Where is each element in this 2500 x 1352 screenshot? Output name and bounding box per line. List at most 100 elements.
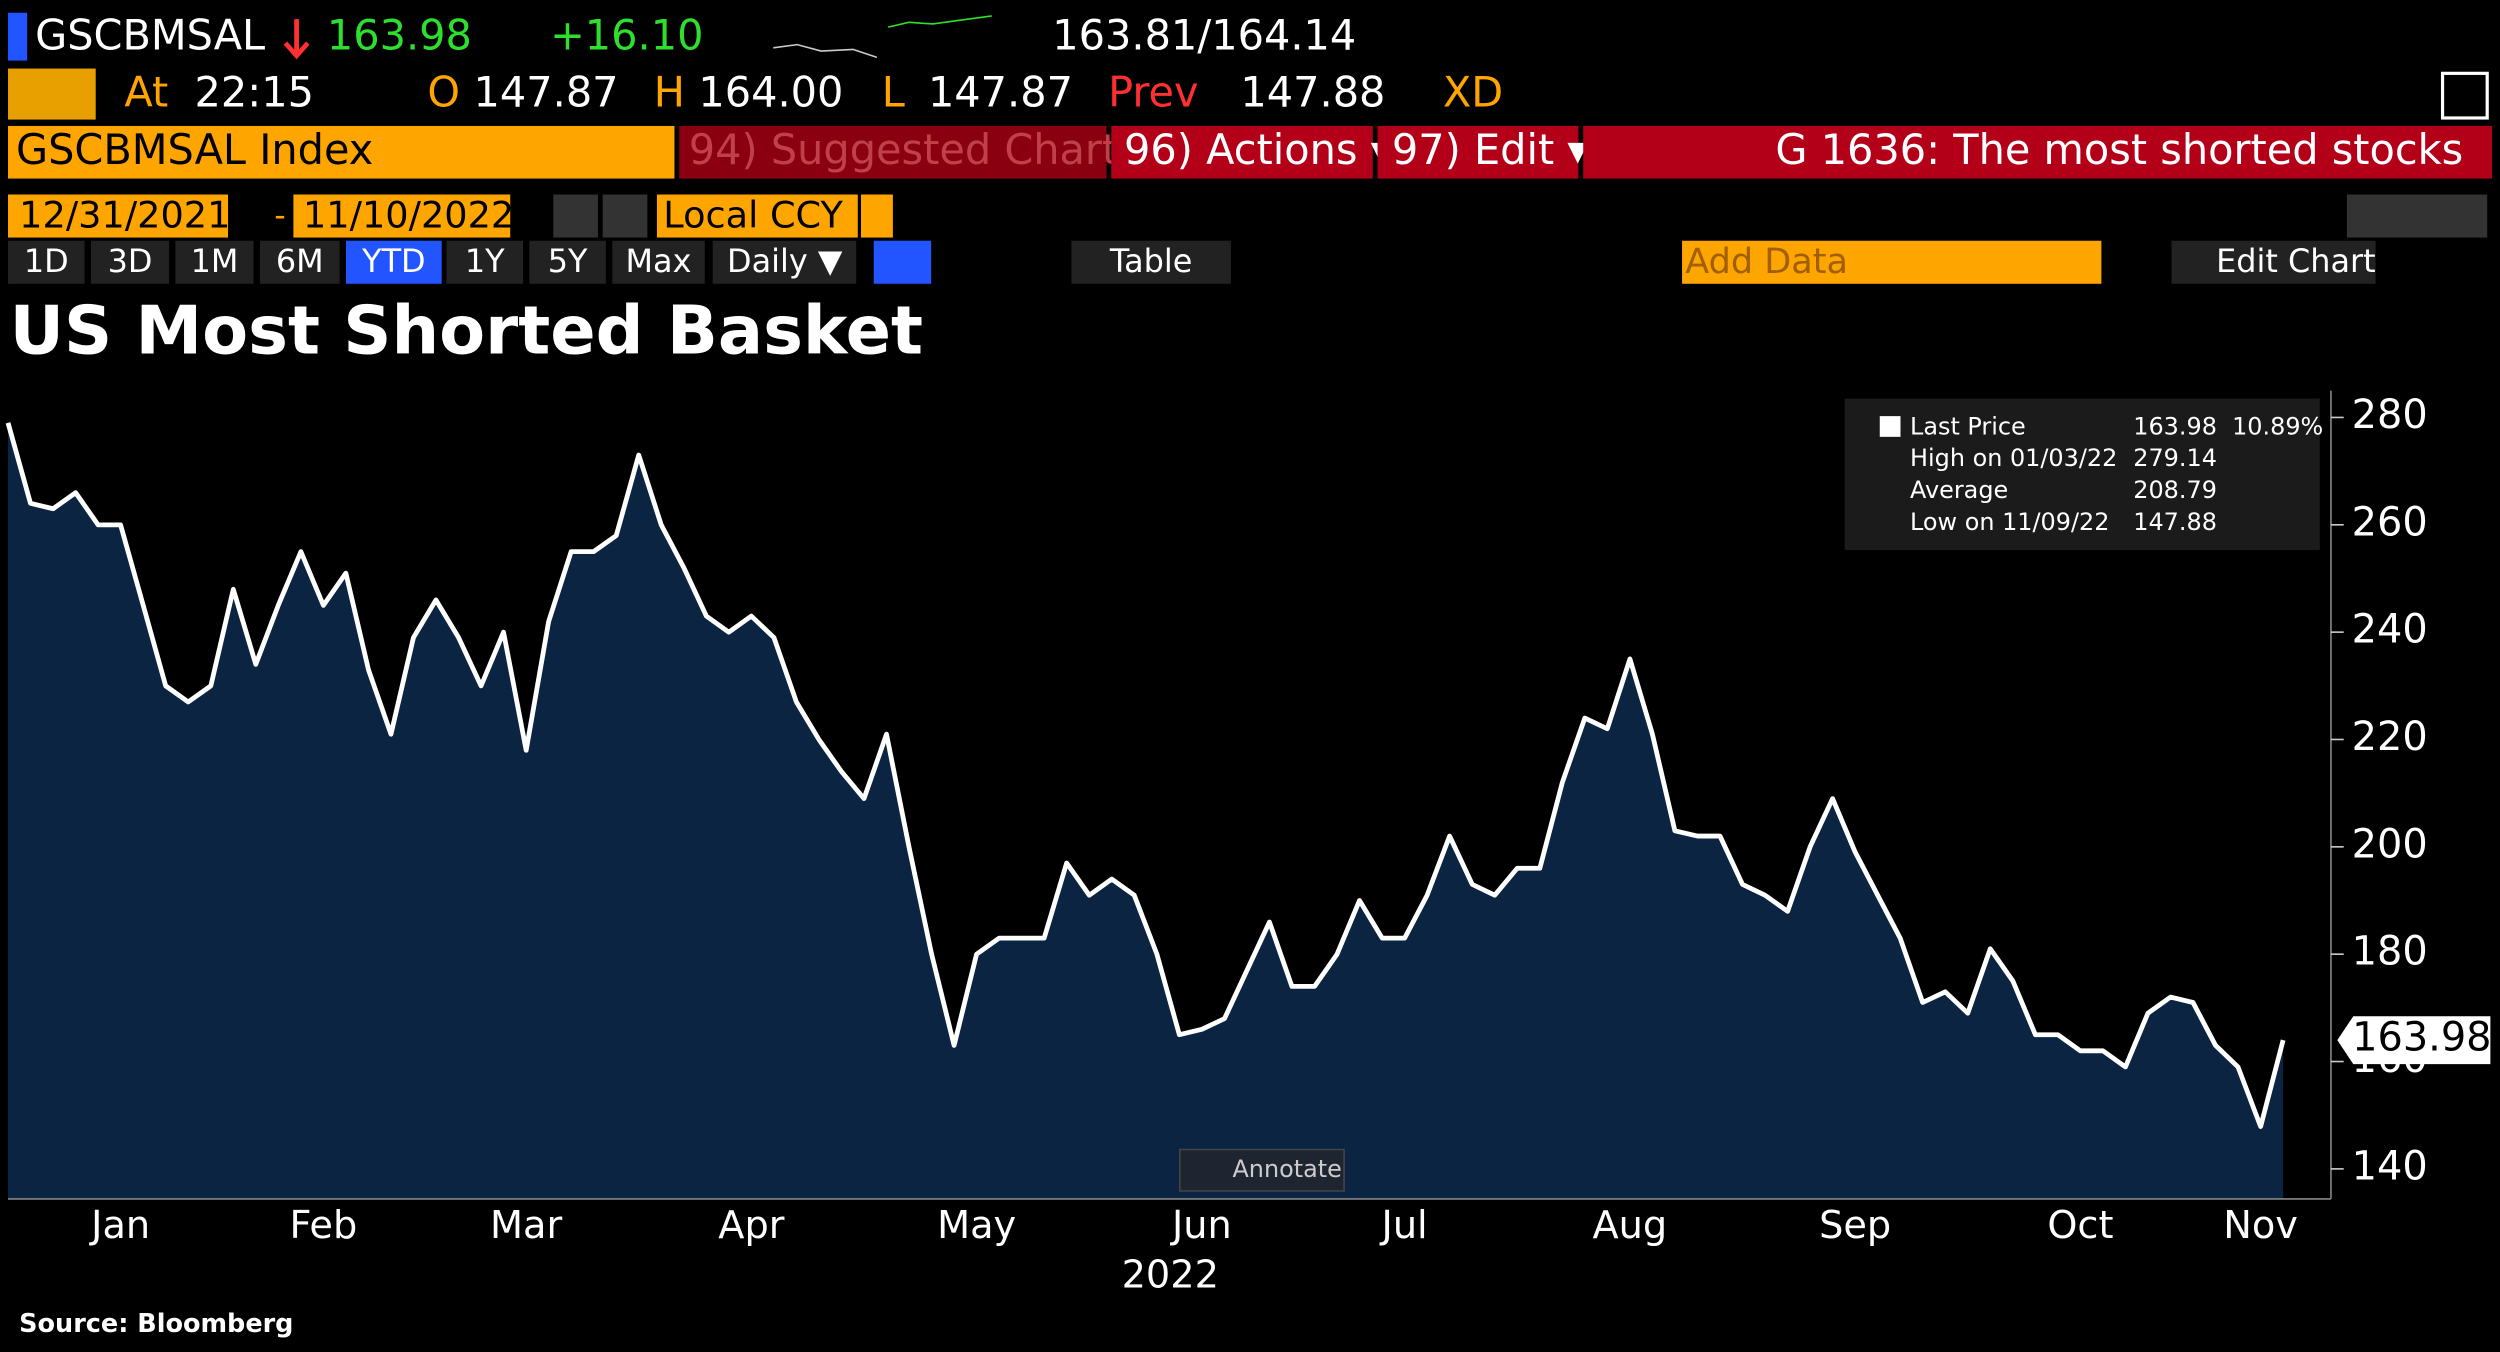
menu-button[interactable] xyxy=(1111,125,1373,179)
currency-field[interactable] xyxy=(656,194,858,238)
change: +16.10 xyxy=(550,11,703,59)
label: L xyxy=(882,69,905,117)
period-button[interactable] xyxy=(346,240,442,284)
sparkline xyxy=(887,15,992,28)
add-data: Add Data xyxy=(1685,241,1848,282)
dash: - xyxy=(274,196,286,234)
edit-chart: Edit Chart xyxy=(2216,242,2375,280)
annotate-button[interactable] xyxy=(1179,1148,1345,1192)
open: 147.87 xyxy=(474,69,619,117)
last-price-tag xyxy=(2337,1016,2491,1065)
expand-icon[interactable] xyxy=(2440,71,2489,120)
source: Source: Bloomberg xyxy=(19,1309,293,1339)
period: 1M xyxy=(191,242,239,280)
x-tick-label: May xyxy=(937,1203,1016,1248)
label: At xyxy=(124,69,168,117)
y-tick-label: 240 xyxy=(2352,607,2428,653)
undo-redo[interactable] xyxy=(2346,194,2488,238)
time: 22:15 xyxy=(195,69,314,117)
low: 147.87 xyxy=(928,69,1073,117)
x-tick-label: Aug xyxy=(1593,1203,1668,1248)
period: 5Y xyxy=(548,242,588,280)
y-tick-label: 180 xyxy=(2352,929,2428,975)
line-icon[interactable] xyxy=(873,240,932,284)
y-tick-label: 140 xyxy=(2352,1143,2428,1189)
end-date: 11/10/2022 xyxy=(303,193,514,236)
menu-label: 96) Actions ▾ xyxy=(1124,126,1392,174)
x-tick-label: Jun xyxy=(1170,1203,1232,1248)
period: YTD xyxy=(361,242,426,280)
flag: XD xyxy=(1443,69,1503,117)
period-button[interactable] xyxy=(8,240,85,284)
period: 1Y xyxy=(465,242,505,280)
chart-title: US Most Shorted Basket xyxy=(10,291,923,369)
label: Prev xyxy=(1108,69,1198,117)
menu-label: 94) Suggested Charts xyxy=(689,126,1140,174)
frequency-button[interactable] xyxy=(712,240,857,284)
security-field[interactable] xyxy=(8,125,675,179)
bid-ask: 163.81/164.14 xyxy=(1052,11,1356,59)
prev-button[interactable] xyxy=(553,194,598,238)
x-tick-label: Mar xyxy=(490,1203,562,1248)
period-button[interactable] xyxy=(259,240,340,284)
marker xyxy=(8,12,28,61)
legend-text: Average xyxy=(1910,476,2008,504)
start-date: 12/31/2021 xyxy=(19,193,230,236)
area xyxy=(8,422,2284,1199)
table: Table xyxy=(1109,242,1192,280)
period: 3D xyxy=(108,242,153,280)
x-tick-label: Jul xyxy=(1380,1203,1428,1248)
x-tick-label: Oct xyxy=(2047,1203,2113,1248)
line xyxy=(5,422,2286,1129)
last-price: 163.98 xyxy=(327,11,472,59)
last-price-label: 163.98 xyxy=(2352,1015,2491,1061)
sparkline xyxy=(773,43,878,59)
y-tick-label: 280 xyxy=(2352,392,2428,438)
prev: 147.88 xyxy=(1240,69,1385,117)
legend-text: 279.14 xyxy=(2133,444,2217,472)
period-button[interactable] xyxy=(446,240,523,284)
table-button[interactable] xyxy=(1071,240,1231,284)
period-button[interactable] xyxy=(612,240,705,284)
edit-chart-button[interactable] xyxy=(2171,240,2376,284)
label: H xyxy=(654,69,685,117)
security: GSCBMSAL Index xyxy=(16,126,373,174)
x-tick-label: Sep xyxy=(1819,1203,1891,1248)
legend-text: High on 01/03/22 xyxy=(1910,444,2117,472)
period: Max xyxy=(626,242,692,280)
function-bar xyxy=(1583,125,2492,179)
legend-swatch xyxy=(1879,416,1901,437)
x-tick-label: Nov xyxy=(2223,1203,2298,1248)
date-field[interactable] xyxy=(8,194,229,238)
clock-icon xyxy=(8,68,96,120)
period-button[interactable] xyxy=(175,240,254,284)
currency: Local CCY xyxy=(663,193,843,236)
y-tick-label: 200 xyxy=(2352,821,2428,867)
period: 6M xyxy=(276,242,324,280)
y-tick-label: 260 xyxy=(2352,499,2428,545)
next-button[interactable] xyxy=(602,194,648,238)
menu-button[interactable] xyxy=(1377,125,1579,179)
legend-text: 208.79 xyxy=(2133,476,2217,504)
menu-button[interactable] xyxy=(679,125,1107,179)
period-button[interactable] xyxy=(90,240,170,284)
legend-text: 163.98 xyxy=(2133,412,2217,440)
high: 164.00 xyxy=(698,69,843,117)
down-arrow xyxy=(283,19,310,60)
period-button[interactable] xyxy=(529,240,606,284)
label: O xyxy=(427,69,460,117)
dropdown[interactable] xyxy=(860,194,893,238)
add-data-field[interactable] xyxy=(1682,240,2102,284)
legend-text: Low on 11/09/22 xyxy=(1910,508,2109,536)
ticker: GSCBMSAL xyxy=(35,11,265,59)
date-field[interactable] xyxy=(293,194,511,238)
function-title: G 1636: The most shorted stocks xyxy=(1775,126,2463,174)
legend-text: Last Price xyxy=(1910,412,2026,440)
legend-text: 10.89% xyxy=(2232,412,2323,440)
legend-text: 147.88 xyxy=(2133,508,2217,536)
frequency: Daily ▼ xyxy=(727,242,843,280)
x-axis-label: 2022 xyxy=(1122,1253,1219,1298)
x-tick-label: Apr xyxy=(718,1203,784,1248)
